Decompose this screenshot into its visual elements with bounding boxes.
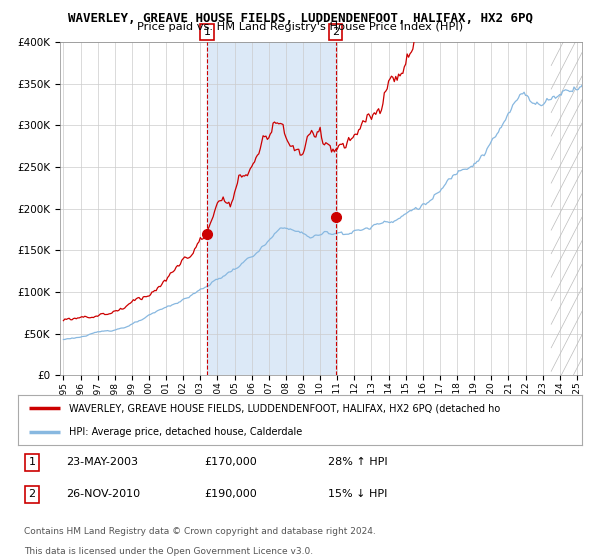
Text: HPI: Average price, detached house, Calderdale: HPI: Average price, detached house, Cald… xyxy=(69,427,302,437)
Text: This data is licensed under the Open Government Licence v3.0.: This data is licensed under the Open Gov… xyxy=(23,547,313,556)
Text: WAVERLEY, GREAVE HOUSE FIELDS, LUDDENDENFOOT, HALIFAX, HX2 6PQ (detached ho: WAVERLEY, GREAVE HOUSE FIELDS, LUDDENDEN… xyxy=(69,403,500,413)
Text: £190,000: £190,000 xyxy=(204,489,257,500)
Text: Price paid vs. HM Land Registry's House Price Index (HPI): Price paid vs. HM Land Registry's House … xyxy=(137,22,463,32)
Text: 23-MAY-2003: 23-MAY-2003 xyxy=(66,457,138,467)
Text: WAVERLEY, GREAVE HOUSE FIELDS, LUDDENDENFOOT, HALIFAX, HX2 6PQ: WAVERLEY, GREAVE HOUSE FIELDS, LUDDENDEN… xyxy=(67,12,533,25)
Text: 2: 2 xyxy=(332,27,339,37)
Bar xyxy=(207,42,335,375)
Text: £170,000: £170,000 xyxy=(204,457,257,467)
Text: 1: 1 xyxy=(29,457,35,467)
Text: 15% ↓ HPI: 15% ↓ HPI xyxy=(328,489,388,500)
Text: 1: 1 xyxy=(203,27,211,37)
Text: 26-NOV-2010: 26-NOV-2010 xyxy=(66,489,140,500)
Text: 28% ↑ HPI: 28% ↑ HPI xyxy=(328,457,388,467)
Text: Contains HM Land Registry data © Crown copyright and database right 2024.: Contains HM Land Registry data © Crown c… xyxy=(23,527,376,536)
Text: 2: 2 xyxy=(29,489,35,500)
